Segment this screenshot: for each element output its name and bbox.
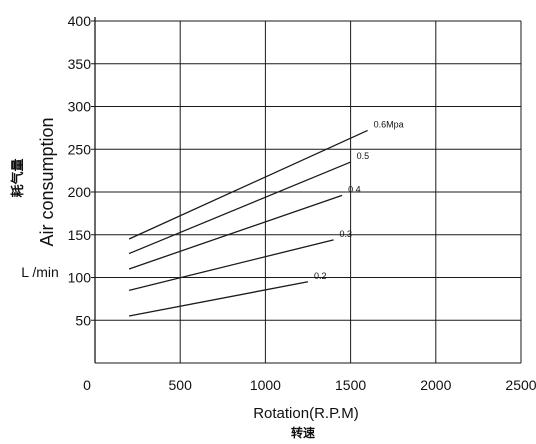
- series-label-0: 0.6Mpa: [374, 119, 404, 129]
- series-line-0: [128, 129, 368, 240]
- series-line-1: [128, 161, 351, 255]
- series-line-4: [128, 281, 309, 317]
- x-tick-label-0: 0: [83, 377, 91, 393]
- x-tick-label-2000: 2000: [420, 377, 451, 393]
- y-tick-label-250: 250: [68, 141, 92, 157]
- series-label-4: 0.2: [314, 271, 327, 281]
- y-tick-label-300: 300: [68, 99, 92, 115]
- series-label-3: 0.3: [340, 229, 353, 239]
- y-tick-label-150: 150: [68, 227, 92, 243]
- series-group: 0.6Mpa 0.5 0.4 0.3 0.2: [128, 119, 404, 317]
- series-label-1: 0.5: [357, 151, 370, 161]
- y-tick-label-350: 350: [68, 56, 92, 72]
- tick-labels: 50 100 150 200 250 300 350 400 0 500 1000 1500 2000 2…: [68, 13, 536, 393]
- x-tick-label-2500: 2500: [505, 377, 536, 393]
- x-tick-label-1500: 1500: [335, 377, 366, 393]
- grid: [91, 17, 522, 364]
- y-axis-unit: L /min: [21, 264, 59, 280]
- y-tick-label-100: 100: [68, 270, 92, 286]
- series-line-2: [128, 194, 343, 270]
- series-line-3: [128, 239, 334, 291]
- x-axis-label: Rotation(R.P.M): [253, 405, 359, 422]
- y-tick-label-200: 200: [68, 184, 92, 200]
- x-axis-label-cn: 转速: [291, 425, 315, 440]
- y-axis-label-cn: 耗气量: [10, 158, 25, 197]
- y-tick-label-400: 400: [68, 13, 92, 29]
- series-label-2: 0.4: [348, 184, 361, 194]
- y-tick-label-50: 50: [75, 312, 91, 328]
- y-axis-label: Air consumption: [37, 117, 57, 246]
- x-tick-label-500: 500: [169, 377, 193, 393]
- x-tick-label-1000: 1000: [250, 377, 281, 393]
